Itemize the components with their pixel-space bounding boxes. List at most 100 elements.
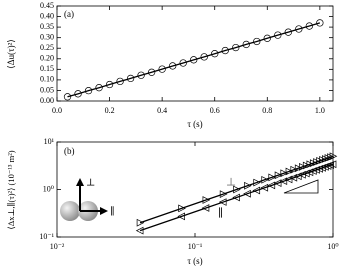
svg-text:⊥: ⊥	[86, 177, 95, 188]
data-point	[244, 181, 252, 190]
data-point	[243, 189, 251, 198]
data-point	[284, 175, 293, 184]
data-point	[105, 80, 114, 89]
data-point	[290, 165, 299, 174]
y-tick-label: 0.00	[40, 96, 54, 105]
y-tick-label: 0.15	[40, 64, 54, 73]
series-label: ⊥	[226, 177, 236, 189]
slope-triangle	[283, 179, 319, 194]
data-point	[219, 190, 228, 198]
y-tick-label: 0.20	[40, 54, 54, 63]
data-point	[74, 90, 82, 98]
data-point	[200, 53, 208, 61]
data-point	[302, 161, 311, 170]
x-tick-label: 0.4	[157, 106, 167, 115]
data-point	[267, 181, 276, 190]
data-point	[95, 84, 103, 92]
data-point	[289, 173, 298, 182]
svg-text:∥: ∥	[110, 205, 115, 217]
data-point	[319, 156, 327, 164]
data-point	[268, 173, 277, 182]
data-point	[252, 186, 261, 195]
data-point	[84, 87, 93, 95]
data-point	[309, 167, 317, 175]
data-point	[305, 22, 313, 30]
data-point	[136, 218, 145, 227]
y-tick-label: 10¹	[44, 137, 55, 146]
data-point	[260, 183, 269, 192]
x-axis-label: τ (s)	[187, 256, 202, 266]
y-tick-label: 0.40	[40, 11, 54, 20]
y-tick-label: 0.10	[40, 75, 54, 84]
y-tick-label: 0.35	[40, 22, 54, 31]
data-point	[321, 163, 329, 171]
y-axis-label: ⟨Δu(τ)²⟩	[6, 39, 16, 69]
data-point	[315, 164, 323, 173]
y-tick-label: 0.30	[40, 32, 54, 41]
y-tick-label: 0.25	[40, 43, 54, 52]
series-line	[67, 22, 321, 98]
data-point	[202, 196, 211, 204]
data-point	[221, 46, 229, 55]
data-point	[274, 31, 282, 39]
dimer-icon: ⊥ ∥	[60, 177, 115, 221]
data-point	[253, 178, 261, 187]
data-point	[253, 37, 261, 46]
data-point	[233, 185, 241, 194]
data-point	[158, 65, 166, 73]
x-tick-label: 0.0	[52, 106, 62, 115]
data-point	[273, 179, 282, 188]
data-point	[261, 175, 269, 184]
data-point	[323, 162, 332, 170]
series-label: ∥	[218, 207, 223, 220]
x-axis-label: τ (s)	[187, 119, 202, 129]
y-tick-label: 0.45	[40, 1, 54, 10]
data-point	[232, 43, 240, 52]
data-point	[294, 164, 303, 173]
data-point	[263, 34, 271, 42]
panel-label: (a)	[64, 9, 74, 19]
data-point	[285, 167, 294, 176]
x-tick-label: 0.2	[105, 106, 115, 115]
data-point	[295, 25, 303, 33]
data-point	[321, 155, 330, 163]
x-tick-label: 10⁰	[327, 242, 338, 251]
data-point	[316, 19, 324, 27]
x-tick-label: 0.8	[262, 106, 272, 115]
panel-a-frame	[56, 5, 334, 102]
data-point	[279, 177, 288, 186]
y-axis-label: ⟨Δx⊥,∥(τ)²⟩ (10⁻¹³ m²)	[6, 150, 16, 229]
x-tick-label: 0.6	[210, 106, 220, 115]
panel-b-frame	[56, 141, 334, 238]
data-point	[324, 154, 333, 162]
data-point	[147, 68, 156, 76]
panel-label: (b)	[64, 146, 75, 156]
data-point	[178, 204, 186, 213]
data-point	[177, 212, 185, 221]
data-point	[328, 160, 337, 169]
data-point	[327, 153, 335, 162]
data-point	[169, 62, 177, 70]
data-point	[201, 204, 210, 212]
data-point	[242, 40, 250, 49]
x-tick-label: 10⁻¹	[188, 242, 203, 251]
data-point	[135, 226, 144, 235]
data-point	[299, 162, 307, 171]
data-point	[326, 161, 334, 169]
x-tick-label: 10⁻²	[50, 242, 65, 251]
data-point	[190, 56, 198, 64]
data-point	[137, 71, 145, 79]
data-point	[318, 163, 326, 172]
data-point	[232, 193, 240, 202]
data-point	[116, 77, 124, 86]
y-tick-label: 10⁻¹	[39, 232, 54, 241]
data-point	[284, 28, 292, 36]
y-tick-label: 0.05	[40, 85, 54, 94]
data-point	[218, 198, 227, 206]
data-point	[126, 74, 135, 83]
data-point	[274, 171, 283, 180]
data-point	[211, 50, 219, 58]
data-point	[63, 93, 72, 101]
y-tick-label: 10⁰	[43, 184, 54, 193]
